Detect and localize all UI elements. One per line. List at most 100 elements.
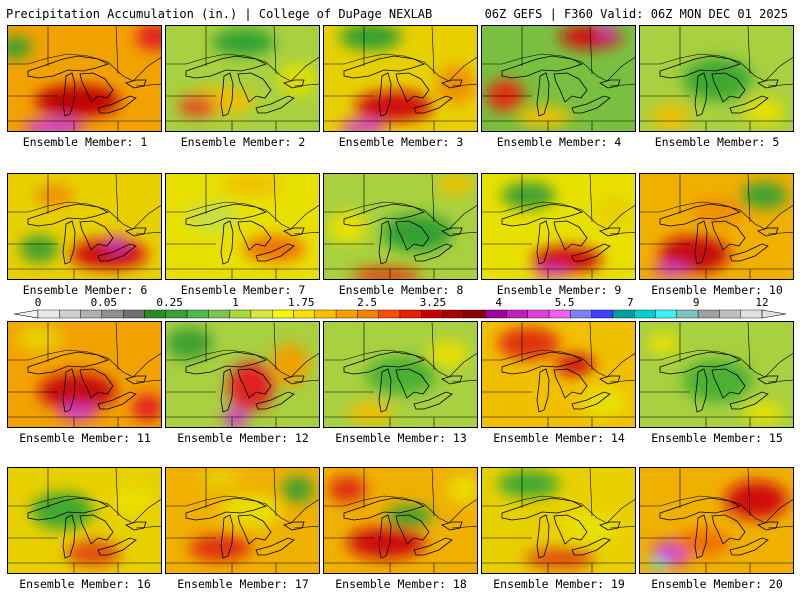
basemap-outlines bbox=[324, 174, 477, 279]
ensemble-member-16-map bbox=[7, 467, 162, 574]
precip-field bbox=[324, 468, 477, 573]
colorbar-swatch bbox=[208, 309, 230, 319]
basemap-outlines bbox=[640, 174, 793, 279]
basemap-outlines bbox=[166, 322, 319, 427]
precip-field bbox=[640, 26, 793, 131]
colorbar-swatch bbox=[740, 309, 763, 319]
basemap-outlines bbox=[482, 468, 635, 573]
ensemble-member-caption: Ensemble Member: 7 bbox=[180, 283, 306, 297]
colorbar-swatch bbox=[250, 309, 273, 319]
colorbar-swatch bbox=[101, 309, 124, 319]
ensemble-member-13-map bbox=[323, 321, 478, 428]
colorbar-swatch bbox=[527, 309, 550, 319]
colorbar-swatch bbox=[442, 309, 465, 319]
colorbar-swatch bbox=[570, 309, 592, 319]
colorbar-swatch bbox=[59, 309, 81, 319]
colorbar-tick-label: 4 bbox=[495, 296, 502, 309]
colorbar-swatch bbox=[676, 309, 699, 319]
colorbar-swatch bbox=[719, 309, 741, 319]
colorbar-low-arrow bbox=[13, 309, 39, 319]
ensemble-member-caption: Ensemble Member: 20 bbox=[651, 577, 783, 591]
basemap-outlines bbox=[640, 26, 793, 131]
basemap-outlines bbox=[8, 26, 161, 131]
ensemble-member-1-map bbox=[7, 25, 162, 132]
colorbar-swatch bbox=[548, 309, 571, 319]
basemap-outlines bbox=[8, 468, 161, 573]
colorbar-swatch bbox=[144, 309, 166, 319]
map-title: Precipitation Accumulation (in.) | Colle… bbox=[6, 7, 433, 21]
ensemble-member-15-map bbox=[639, 321, 794, 428]
ensemble-member-8-map bbox=[323, 173, 478, 280]
colorbar-swatch bbox=[335, 309, 358, 319]
ensemble-member-caption: Ensemble Member: 18 bbox=[335, 577, 467, 591]
ensemble-member-caption: Ensemble Member: 2 bbox=[180, 135, 306, 149]
precip-field bbox=[166, 26, 319, 131]
ensemble-member-caption: Ensemble Member: 14 bbox=[493, 431, 625, 445]
ensemble-member-caption: Ensemble Member: 6 bbox=[22, 283, 148, 297]
basemap-outlines bbox=[640, 468, 793, 573]
ensemble-member-caption: Ensemble Member: 19 bbox=[493, 577, 625, 591]
ensemble-member-caption: Ensemble Member: 9 bbox=[496, 283, 622, 297]
precip-field bbox=[640, 174, 793, 279]
colorbar-swatch bbox=[357, 309, 379, 319]
ensemble-member-7-map bbox=[165, 173, 320, 280]
ensemble-member-17-map bbox=[165, 467, 320, 574]
colorbar-swatch bbox=[293, 309, 316, 319]
precip-field bbox=[166, 468, 319, 573]
valid-time-label: 06Z GEFS | F360 Valid: 06Z MON DEC 01 20… bbox=[484, 7, 788, 21]
ensemble-member-caption: Ensemble Member: 5 bbox=[654, 135, 780, 149]
colorbar-tick-label: 2.5 bbox=[357, 296, 377, 309]
basemap-outlines bbox=[166, 26, 319, 131]
ensemble-member-6-map bbox=[7, 173, 162, 280]
precip-field bbox=[324, 26, 477, 131]
colorbar-swatch bbox=[612, 309, 635, 319]
colorbar-swatch bbox=[37, 309, 60, 319]
basemap-outlines bbox=[8, 174, 161, 279]
colorbar-swatch bbox=[272, 309, 294, 319]
ensemble-member-caption: Ensemble Member: 3 bbox=[338, 135, 464, 149]
precip-field bbox=[640, 468, 793, 573]
precip-field bbox=[166, 322, 319, 427]
colorbar-swatch bbox=[591, 309, 614, 319]
ensemble-member-caption: Ensemble Member: 11 bbox=[19, 431, 151, 445]
ensemble-member-9-map bbox=[481, 173, 636, 280]
colorbar-swatch bbox=[655, 309, 678, 319]
colorbar-tick-label: 12 bbox=[755, 296, 768, 309]
ensemble-member-18-map bbox=[323, 467, 478, 574]
colorbar-tick-label: 3.25 bbox=[420, 296, 447, 309]
precip-field bbox=[324, 174, 477, 279]
ensemble-member-10-map bbox=[639, 173, 794, 280]
colorbar-swatch bbox=[463, 309, 486, 319]
colorbar-swatch bbox=[634, 309, 656, 319]
precip-field bbox=[8, 468, 161, 573]
basemap-outlines bbox=[166, 174, 319, 279]
ensemble-member-caption: Ensemble Member: 8 bbox=[338, 283, 464, 297]
precip-field bbox=[640, 322, 793, 427]
colorbar-swatch bbox=[122, 309, 145, 319]
colorbar-swatch bbox=[314, 309, 337, 319]
colorbar-swatch bbox=[484, 309, 507, 319]
basemap-outlines bbox=[482, 26, 635, 131]
basemap-outlines bbox=[640, 322, 793, 427]
precip-field bbox=[482, 322, 635, 427]
ensemble-member-11-map bbox=[7, 321, 162, 428]
colorbar-tick-label: 0 bbox=[35, 296, 42, 309]
colorbar-swatch bbox=[80, 309, 103, 319]
colorbar-high-arrow bbox=[761, 309, 787, 319]
ensemble-member-5-map bbox=[639, 25, 794, 132]
colorbar-swatch bbox=[229, 309, 252, 319]
colorbar-tick-label: 7 bbox=[627, 296, 634, 309]
basemap-outlines bbox=[482, 322, 635, 427]
colorbar-swatch bbox=[506, 309, 528, 319]
colorbar-swatch bbox=[421, 309, 443, 319]
precip-field bbox=[482, 468, 635, 573]
colorbar-swatch bbox=[399, 309, 422, 319]
ensemble-member-19-map bbox=[481, 467, 636, 574]
colorbar-tick-label: 0.05 bbox=[91, 296, 118, 309]
ensemble-member-14-map bbox=[481, 321, 636, 428]
colorbar-tick-label: 9 bbox=[693, 296, 700, 309]
basemap-outlines bbox=[482, 174, 635, 279]
colorbar-swatch bbox=[697, 309, 720, 319]
ensemble-member-2-map bbox=[165, 25, 320, 132]
ensemble-member-caption: Ensemble Member: 4 bbox=[496, 135, 622, 149]
